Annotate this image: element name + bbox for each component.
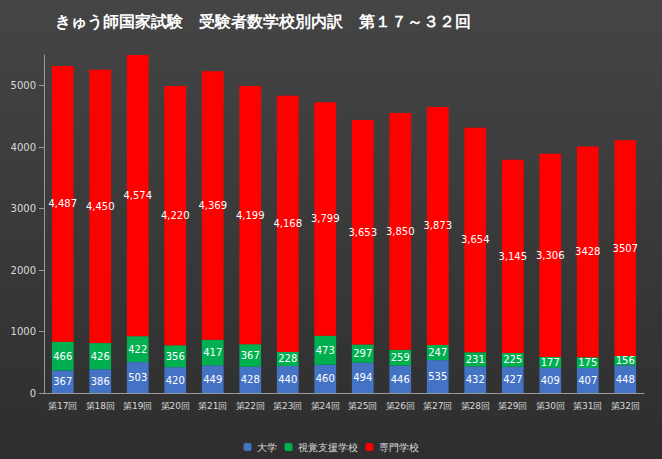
- svg-text:386: 386: [91, 376, 110, 387]
- svg-text:494: 494: [353, 372, 372, 383]
- svg-text:1000: 1000: [11, 326, 36, 337]
- svg-text:2000: 2000: [11, 265, 36, 276]
- svg-text:4,168: 4,168: [273, 218, 302, 229]
- svg-text:第25回: 第25回: [348, 401, 377, 411]
- svg-text:第32回: 第32回: [611, 401, 640, 411]
- svg-text:第23回: 第23回: [273, 401, 302, 411]
- svg-text:3,873: 3,873: [423, 220, 452, 231]
- svg-text:440: 440: [278, 374, 297, 385]
- svg-text:407: 407: [578, 375, 597, 386]
- svg-text:第31回: 第31回: [573, 401, 602, 411]
- svg-text:3,654: 3,654: [461, 234, 490, 245]
- svg-text:第27回: 第27回: [423, 401, 452, 411]
- svg-text:第22回: 第22回: [236, 401, 265, 411]
- svg-text:420: 420: [166, 375, 185, 386]
- svg-text:第18回: 第18回: [86, 401, 115, 411]
- svg-text:460: 460: [316, 373, 335, 384]
- svg-text:448: 448: [616, 374, 635, 385]
- svg-text:449: 449: [203, 374, 222, 385]
- svg-text:4,574: 4,574: [123, 190, 152, 201]
- svg-text:第19回: 第19回: [123, 401, 152, 411]
- svg-text:535: 535: [428, 371, 447, 382]
- svg-text:231: 231: [466, 354, 485, 365]
- svg-text:第26回: 第26回: [386, 401, 415, 411]
- svg-text:367: 367: [241, 350, 260, 361]
- svg-text:466: 466: [53, 351, 72, 362]
- svg-text:4,369: 4,369: [198, 200, 227, 211]
- svg-text:432: 432: [466, 374, 485, 385]
- svg-text:3,850: 3,850: [386, 226, 415, 237]
- svg-text:第24回: 第24回: [311, 401, 340, 411]
- svg-text:5000: 5000: [11, 80, 36, 91]
- svg-text:356: 356: [166, 351, 185, 362]
- svg-text:3507: 3507: [613, 243, 638, 254]
- svg-text:3,306: 3,306: [536, 250, 565, 261]
- svg-text:0: 0: [30, 388, 36, 399]
- svg-text:第30回: 第30回: [536, 401, 565, 411]
- svg-text:第20回: 第20回: [161, 401, 190, 411]
- svg-text:446: 446: [391, 374, 410, 385]
- svg-text:4,487: 4,487: [48, 198, 77, 209]
- svg-text:3,799: 3,799: [311, 213, 340, 224]
- svg-text:専門学校: 専門学校: [379, 442, 419, 453]
- svg-text:367: 367: [53, 376, 72, 387]
- svg-text:3000: 3000: [11, 203, 36, 214]
- svg-text:第21回: 第21回: [198, 401, 227, 411]
- svg-text:第29回: 第29回: [498, 401, 527, 411]
- svg-text:417: 417: [203, 347, 222, 358]
- svg-text:視覚支援学校: 視覚支援学校: [298, 442, 358, 453]
- svg-text:427: 427: [503, 374, 522, 385]
- svg-text:第28回: 第28回: [461, 401, 490, 411]
- svg-text:3428: 3428: [575, 246, 600, 257]
- svg-text:3,653: 3,653: [348, 227, 377, 238]
- svg-text:228: 228: [278, 353, 297, 364]
- svg-text:きゅう師国家試験 受験者数学校別内訳 第１７～３２回: きゅう師国家試験 受験者数学校別内訳 第１７～３２回: [55, 12, 471, 31]
- svg-text:4,450: 4,450: [86, 201, 115, 212]
- svg-text:422: 422: [128, 344, 147, 355]
- svg-text:409: 409: [541, 375, 560, 386]
- svg-text:259: 259: [391, 352, 410, 363]
- svg-text:4000: 4000: [11, 142, 36, 153]
- svg-text:473: 473: [316, 345, 335, 356]
- svg-text:503: 503: [128, 372, 147, 383]
- svg-text:297: 297: [353, 348, 372, 359]
- svg-text:4,220: 4,220: [161, 210, 190, 221]
- svg-text:4,199: 4,199: [236, 210, 265, 221]
- svg-text:第17回: 第17回: [48, 401, 77, 411]
- svg-text:428: 428: [241, 374, 260, 385]
- svg-text:426: 426: [91, 351, 110, 362]
- svg-text:3,145: 3,145: [498, 251, 527, 262]
- svg-text:175: 175: [578, 357, 597, 368]
- svg-text:156: 156: [616, 355, 635, 366]
- svg-text:247: 247: [428, 347, 447, 358]
- svg-text:大学: 大学: [257, 442, 277, 453]
- svg-text:177: 177: [541, 357, 560, 368]
- svg-text:225: 225: [503, 354, 522, 365]
